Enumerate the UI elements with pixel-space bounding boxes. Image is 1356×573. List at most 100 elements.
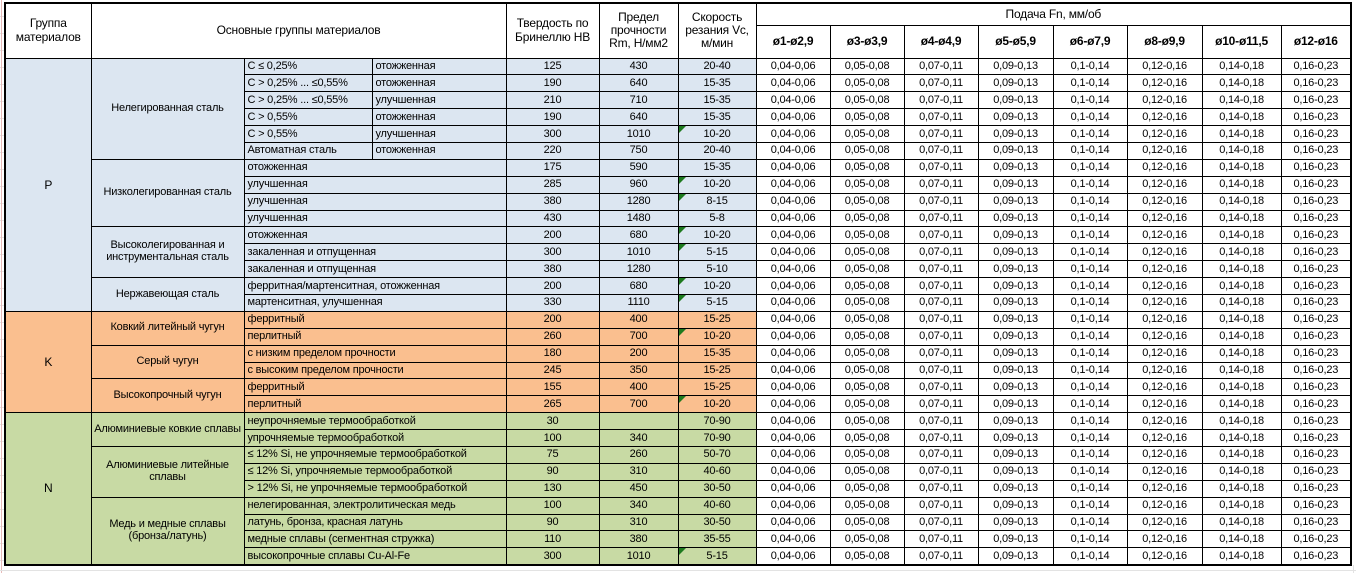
material-state-cell[interactable]: перлитный [243,327,507,346]
feed-value-cell[interactable]: 0,05-0,08 [829,378,905,397]
feed-value-cell[interactable]: 0,12-0,16 [1126,108,1203,127]
feed-value-cell[interactable]: 0,07-0,11 [903,344,979,363]
material-state-cell[interactable]: отожженная [243,226,507,245]
strength-cell[interactable]: 640 [598,74,679,93]
feed-value-cell[interactable]: 0,05-0,08 [829,547,905,566]
feed-value-cell[interactable]: 0,05-0,08 [829,513,905,532]
material-state-cell[interactable]: высокопрочные сплавы Cu-Al-Fe [243,547,507,566]
material-group-cell[interactable]: Алюминиевые литейные сплавы [90,445,245,498]
material-state-cell[interactable]: медные сплавы (сегментная стружка) [243,530,507,549]
material-state-cell[interactable]: ферритный [243,378,507,397]
feed-value-cell[interactable]: 0,04-0,06 [755,125,831,143]
feed-value-cell[interactable]: 0,05-0,08 [829,361,905,380]
hardness-cell[interactable]: 245 [505,361,600,380]
material-state-cell[interactable]: мартенситная, улучшенная [243,293,507,312]
feed-value-cell[interactable]: 0,07-0,11 [903,209,979,228]
feed-value-cell[interactable]: 0,04-0,06 [755,496,831,515]
feed-value-cell[interactable]: 0,05-0,08 [829,209,905,228]
hardness-cell[interactable]: 300 [505,547,600,566]
cutting-speed-cell[interactable]: 30-50 [677,513,757,532]
material-state-cell[interactable]: > 12% Si, не упрочняемые термообработкой [243,479,507,498]
feed-value-cell[interactable]: 0,09-0,13 [977,226,1054,245]
feed-value-cell[interactable]: 0,04-0,06 [755,513,831,532]
feed-value-cell[interactable]: 0,14-0,18 [1201,91,1282,110]
feed-value-cell[interactable]: 0,09-0,13 [977,74,1054,93]
cutting-speed-cell[interactable]: 15-35 [677,91,757,110]
feed-value-cell[interactable]: 0,1-0,14 [1052,108,1128,127]
group-letter-cell[interactable]: K [4,310,92,414]
feed-value-cell[interactable]: 0,14-0,18 [1201,344,1282,363]
material-state-cell[interactable]: упрочняемые термообработкой [243,429,507,447]
cutting-speed-cell[interactable]: 5-10 [677,260,757,279]
feed-value-cell[interactable]: 0,05-0,08 [829,226,905,245]
feed-value-cell[interactable]: 0,04-0,06 [755,57,831,76]
material-state-cell[interactable]: закаленная и отпущенная [243,243,507,262]
feed-value-cell[interactable]: 0,16-0,23 [1280,293,1352,312]
feed-value-cell[interactable]: 0,07-0,11 [903,293,979,312]
feed-value-cell[interactable]: 0,07-0,11 [903,260,979,279]
feed-value-cell[interactable]: 0,12-0,16 [1126,175,1203,194]
hardness-cell[interactable]: 285 [505,175,600,194]
feed-value-cell[interactable]: 0,1-0,14 [1052,513,1128,532]
feed-value-cell[interactable]: 0,14-0,18 [1201,293,1282,312]
feed-value-cell[interactable]: 0,07-0,11 [903,74,979,93]
feed-value-cell[interactable]: 0,04-0,06 [755,226,831,245]
feed-value-cell[interactable]: 0,1-0,14 [1052,479,1128,498]
feed-value-cell[interactable]: 0,04-0,06 [755,209,831,228]
feed-value-cell[interactable]: 0,12-0,16 [1126,74,1203,93]
hardness-cell[interactable]: 90 [505,513,600,532]
feed-value-cell[interactable]: 0,09-0,13 [977,479,1054,498]
hardness-cell[interactable]: 110 [505,530,600,549]
hardness-cell[interactable]: 265 [505,395,600,414]
col-header-brinell-hardness[interactable]: Твердость по Бринеллю НВ [505,2,600,59]
feed-value-cell[interactable]: 0,1-0,14 [1052,429,1128,447]
strength-cell[interactable]: 640 [598,108,679,127]
material-state-cell[interactable]: ферритный [243,310,507,329]
feed-value-cell[interactable]: 0,05-0,08 [829,479,905,498]
feed-value-cell[interactable]: 0,04-0,06 [755,412,831,431]
cutting-speed-cell[interactable]: 10-20 [677,226,757,245]
hardness-cell[interactable]: 75 [505,445,600,464]
feed-value-cell[interactable]: 0,05-0,08 [829,395,905,414]
feed-value-cell[interactable]: 0,12-0,16 [1126,479,1203,498]
feed-value-cell[interactable]: 0,04-0,06 [755,91,831,110]
hardness-cell[interactable]: 300 [505,243,600,262]
feed-value-cell[interactable]: 0,12-0,16 [1126,192,1203,211]
strength-cell[interactable]: 450 [598,479,679,498]
feed-value-cell[interactable]: 0,12-0,16 [1126,310,1203,329]
feed-value-cell[interactable]: 0,14-0,18 [1201,445,1282,464]
feed-value-cell[interactable]: 0,04-0,06 [755,277,831,295]
material-group-cell[interactable]: Высоколегированная и инструментальная ст… [90,226,245,279]
feed-value-cell[interactable]: 0,05-0,08 [829,277,905,295]
feed-value-cell[interactable]: 0,1-0,14 [1052,243,1128,262]
feed-value-cell[interactable]: 0,05-0,08 [829,344,905,363]
hardness-cell[interactable]: 175 [505,158,600,177]
feed-value-cell[interactable]: 0,07-0,11 [903,310,979,329]
feed-value-cell[interactable]: 0,05-0,08 [829,125,905,143]
strength-cell[interactable]: 680 [598,226,679,245]
feed-value-cell[interactable]: 0,16-0,23 [1280,445,1352,464]
material-group-cell[interactable]: Нержавеющая сталь [90,277,245,312]
feed-value-cell[interactable]: 0,09-0,13 [977,277,1054,295]
material-composition-cell[interactable]: C > 0,25% ... ≤0,55% [243,91,373,110]
feed-value-cell[interactable]: 0,12-0,16 [1126,91,1203,110]
cutting-speed-cell[interactable]: 15-35 [677,74,757,93]
feed-value-cell[interactable]: 0,14-0,18 [1201,158,1282,177]
material-state-cell[interactable]: закаленная и отпущенная [243,260,507,279]
material-state-cell[interactable]: отожженная [243,158,507,177]
feed-value-cell[interactable]: 0,1-0,14 [1052,344,1128,363]
feed-value-cell[interactable]: 0,1-0,14 [1052,496,1128,515]
feed-value-cell[interactable]: 0,04-0,06 [755,108,831,127]
material-state-cell[interactable]: ферритная/мартенситная, отожженная [243,277,507,295]
strength-cell[interactable]: 700 [598,395,679,414]
feed-value-cell[interactable]: 0,1-0,14 [1052,260,1128,279]
feed-value-cell[interactable]: 0,16-0,23 [1280,141,1352,160]
feed-value-cell[interactable]: 0,04-0,06 [755,479,831,498]
hardness-cell[interactable]: 220 [505,141,600,160]
feed-value-cell[interactable]: 0,16-0,23 [1280,91,1352,110]
feed-value-cell[interactable]: 0,09-0,13 [977,91,1054,110]
material-group-cell[interactable]: Серый чугун [90,344,245,380]
cutting-speed-cell[interactable]: 15-35 [677,158,757,177]
cutting-speed-cell[interactable]: 20-40 [677,141,757,160]
cutting-speed-cell[interactable]: 70-90 [677,412,757,431]
